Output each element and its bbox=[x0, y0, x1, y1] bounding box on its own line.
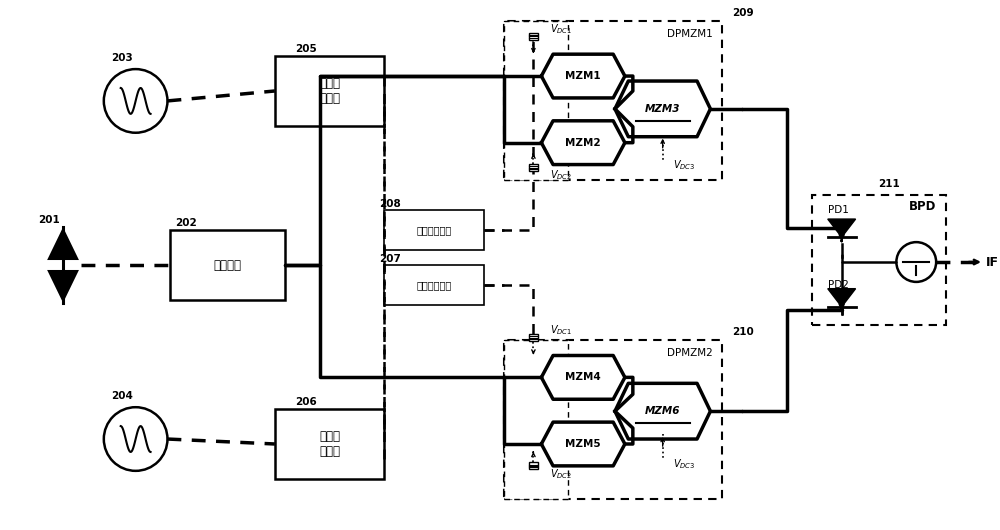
Polygon shape bbox=[828, 219, 856, 237]
Text: MZM6: MZM6 bbox=[645, 406, 680, 416]
Bar bbox=[812, 196, 946, 325]
Bar bbox=[170, 230, 285, 300]
Bar bbox=[529, 164, 538, 171]
Bar bbox=[504, 21, 568, 181]
Bar bbox=[529, 462, 538, 470]
Text: 206: 206 bbox=[295, 397, 316, 407]
Text: DPMZM2: DPMZM2 bbox=[667, 348, 712, 358]
Bar bbox=[384, 210, 484, 250]
Text: $V_{DC3}$: $V_{DC3}$ bbox=[673, 158, 695, 172]
Text: $V_{DC1}$: $V_{DC1}$ bbox=[550, 22, 573, 36]
Text: BPD: BPD bbox=[909, 200, 936, 214]
Text: DPMZM1: DPMZM1 bbox=[667, 29, 712, 39]
Polygon shape bbox=[47, 227, 79, 260]
Text: $V_{DC1}$: $V_{DC1}$ bbox=[550, 323, 573, 337]
Text: IF: IF bbox=[986, 255, 999, 269]
Text: PD2: PD2 bbox=[828, 280, 849, 290]
Text: MZM4: MZM4 bbox=[565, 373, 601, 382]
Polygon shape bbox=[541, 422, 625, 466]
Text: PD1: PD1 bbox=[828, 205, 849, 215]
Polygon shape bbox=[828, 289, 856, 307]
Polygon shape bbox=[541, 54, 625, 98]
Text: MZM2: MZM2 bbox=[565, 138, 601, 148]
Polygon shape bbox=[541, 356, 625, 399]
Text: 208: 208 bbox=[379, 199, 401, 209]
Text: 210: 210 bbox=[732, 326, 754, 337]
Text: MZM3: MZM3 bbox=[645, 104, 680, 114]
Text: 第二电衰减器: 第二电衰减器 bbox=[416, 225, 452, 235]
Polygon shape bbox=[615, 81, 710, 137]
Bar bbox=[504, 340, 568, 499]
Text: 第二电
功分器: 第二电 功分器 bbox=[319, 430, 340, 458]
Bar bbox=[529, 334, 538, 341]
Text: 207: 207 bbox=[379, 254, 401, 264]
Bar bbox=[529, 33, 538, 40]
Polygon shape bbox=[615, 383, 710, 439]
Text: MZM1: MZM1 bbox=[565, 71, 601, 81]
Text: 201: 201 bbox=[38, 215, 60, 225]
Text: 第一电衰减器: 第一电衰减器 bbox=[416, 280, 452, 290]
Text: 209: 209 bbox=[732, 8, 754, 19]
Text: 205: 205 bbox=[295, 44, 316, 54]
Polygon shape bbox=[47, 270, 79, 303]
Text: 203: 203 bbox=[111, 53, 133, 63]
Text: 204: 204 bbox=[111, 391, 133, 401]
Text: 211: 211 bbox=[878, 180, 900, 189]
Bar bbox=[384, 265, 484, 305]
Bar bbox=[504, 340, 722, 499]
Bar bbox=[275, 409, 384, 479]
Text: $V_{DC2}$: $V_{DC2}$ bbox=[550, 467, 573, 481]
Bar bbox=[275, 56, 384, 126]
Text: $V_{DC2}$: $V_{DC2}$ bbox=[550, 169, 573, 182]
Text: 202: 202 bbox=[175, 218, 197, 228]
Text: $V_{DC3}$: $V_{DC3}$ bbox=[673, 457, 695, 471]
Bar bbox=[504, 21, 722, 181]
Polygon shape bbox=[541, 121, 625, 164]
Text: 光功分器: 光功分器 bbox=[214, 259, 242, 271]
Text: MZM5: MZM5 bbox=[565, 439, 601, 449]
Text: 第一电
功分器: 第一电 功分器 bbox=[319, 77, 340, 105]
